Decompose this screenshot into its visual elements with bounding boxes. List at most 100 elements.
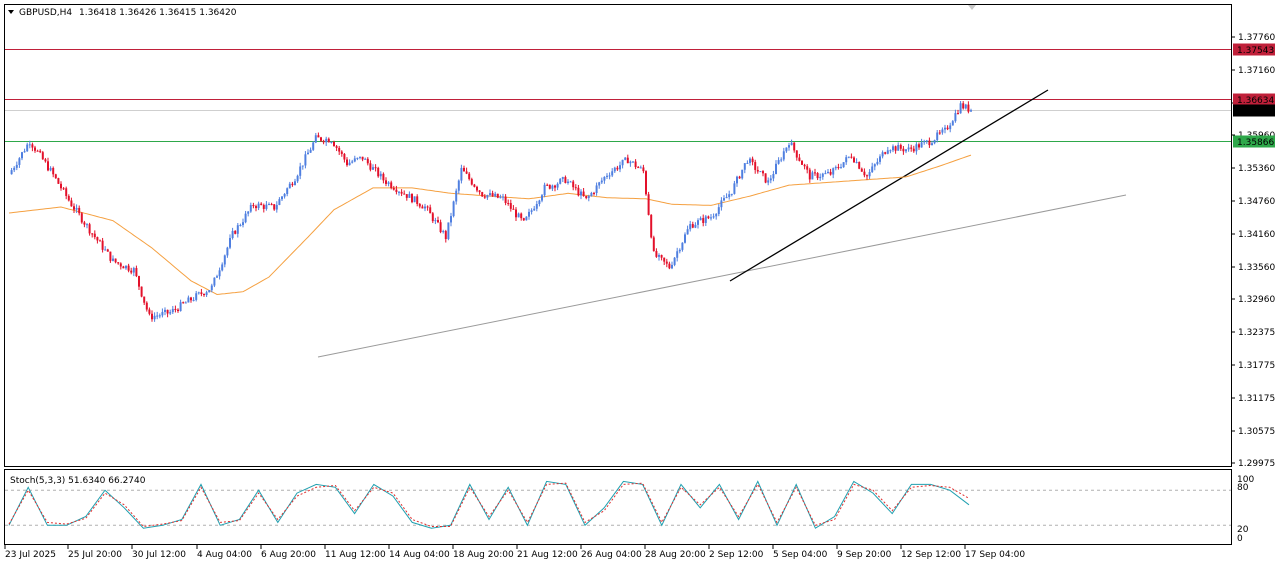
candle-body [197, 292, 200, 294]
candle-body [905, 149, 907, 152]
x-tick-label: 11 Aug 12:00 [325, 550, 386, 560]
candle-body [145, 302, 148, 310]
rising-trendline[interactable] [729, 89, 1049, 282]
candle-body [806, 166, 809, 170]
candle-body [572, 181, 575, 188]
x-tick-label: 5 Sep 04:00 [773, 550, 828, 560]
candle-body [798, 157, 801, 161]
candle-body [829, 171, 832, 175]
candle-body [551, 185, 554, 189]
candle-body [712, 216, 715, 218]
candle-body [580, 191, 582, 196]
candle-body [582, 191, 585, 197]
candle-body [265, 204, 268, 209]
candle-body [429, 207, 432, 214]
long-trendline[interactable] [317, 194, 1127, 358]
collapse-triangle-icon[interactable] [8, 10, 14, 14]
candle-body [559, 178, 562, 184]
candle-body [730, 193, 733, 195]
candle-body [964, 104, 967, 109]
candle-body [741, 169, 744, 179]
candle-body [660, 255, 663, 258]
x-tick-label: 30 Jul 12:00 [132, 550, 186, 560]
candle-body [353, 158, 356, 162]
candle-body [28, 144, 31, 146]
candle-body [231, 230, 234, 239]
candle-body [845, 157, 848, 163]
candle-body [23, 151, 26, 153]
candle-body [528, 211, 530, 217]
candle-body [213, 277, 216, 286]
y-tick-label: 1.34760 [1238, 197, 1275, 207]
candle-body [886, 150, 889, 154]
candle-body [60, 183, 62, 189]
candle-body [793, 142, 796, 151]
candle-body [933, 140, 936, 144]
x-tick-label: 2 Sep 12:00 [709, 550, 764, 560]
candle-body [346, 159, 348, 166]
candle-body [73, 206, 75, 210]
candle-body [655, 251, 658, 257]
candle-body [369, 163, 372, 170]
candle-body [910, 147, 913, 149]
candle-body [866, 175, 868, 177]
y-tick-label: 1.32375 [1238, 328, 1275, 338]
candle-body [140, 286, 143, 297]
candle-body [41, 152, 44, 160]
x-tick-label: 28 Aug 20:00 [645, 550, 706, 560]
candle-body [598, 182, 601, 186]
candle-body [57, 178, 60, 184]
candle-body [382, 173, 385, 181]
candle-body [15, 164, 18, 168]
candle-body [790, 142, 793, 146]
candle-body [86, 224, 88, 226]
candle-body [143, 296, 146, 303]
candle-body [749, 158, 751, 163]
candle-body [249, 204, 252, 212]
candle-body [923, 141, 926, 143]
candle-body [49, 167, 52, 171]
candle-body [366, 158, 369, 164]
y-tick-label: 1.30575 [1238, 427, 1275, 437]
x-tick-label: 12 Sep 12:00 [901, 550, 961, 560]
candle-body [788, 145, 790, 148]
candle-body [520, 213, 523, 219]
candle-body [247, 211, 250, 214]
candle-body [67, 195, 70, 201]
candle-body [416, 196, 419, 204]
candle-body [395, 189, 398, 193]
candle-body [403, 193, 406, 195]
candle-body [468, 173, 471, 180]
candle-body [229, 238, 231, 248]
candle-body [897, 144, 900, 151]
candle-body [195, 293, 198, 300]
candle-body [444, 231, 447, 239]
x-tick-label: 26 Aug 04:00 [581, 550, 642, 560]
candle-body [450, 216, 452, 223]
candle-body [177, 309, 179, 312]
candle-body [522, 218, 525, 221]
candle-body [21, 152, 23, 159]
candle-body [502, 196, 504, 198]
y-tick-label: 1.29975 [1238, 459, 1275, 469]
candle-body [405, 194, 408, 198]
candle-body [130, 270, 133, 273]
candle-body [842, 162, 845, 168]
candle-body [541, 195, 543, 201]
candle-body [530, 210, 533, 212]
candle-body [421, 206, 424, 209]
candle-body [169, 312, 172, 314]
candle-body [122, 266, 125, 269]
candle-body [340, 151, 343, 154]
candle-body [473, 184, 476, 187]
candle-body [863, 171, 866, 176]
candle-body [494, 193, 497, 197]
candle-body [117, 262, 120, 264]
candle-body [351, 161, 354, 163]
candle-body [970, 110, 972, 112]
candle-body [515, 209, 517, 218]
candle-body [704, 216, 707, 223]
candle-body [223, 255, 226, 265]
candle-body [720, 200, 723, 208]
shift-marker-icon[interactable] [968, 5, 976, 10]
